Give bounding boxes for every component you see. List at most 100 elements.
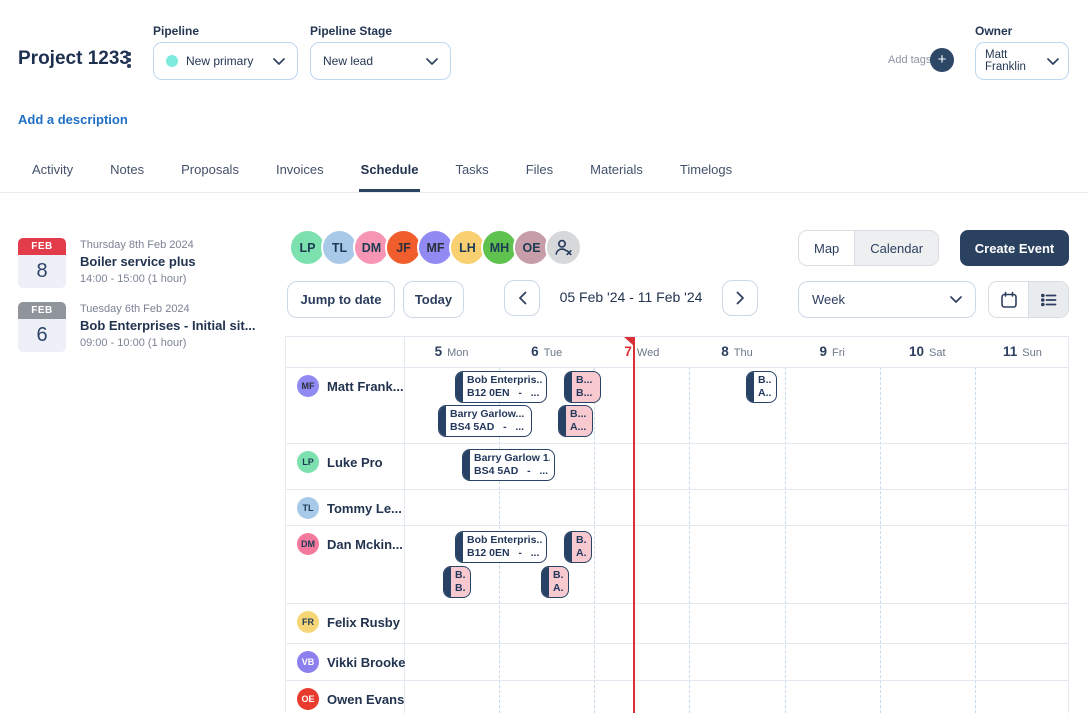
resource-name: Luke Pro <box>327 454 383 470</box>
next-week-button[interactable] <box>722 280 758 316</box>
resource-name: Matt Frank... <box>327 378 404 394</box>
tab-tasks[interactable]: Tasks <box>455 162 489 177</box>
date-card: FEB 6 <box>18 302 66 352</box>
pipeline-stage-select[interactable]: New lead <box>310 42 451 80</box>
period-select[interactable]: Week <box>798 281 976 318</box>
tab-invoices[interactable]: Invoices <box>275 162 324 177</box>
owner-value: Matt Franklin <box>985 49 1026 73</box>
current-time-marker <box>624 337 634 346</box>
team-avatar-mf[interactable]: MF <box>417 229 454 266</box>
resource-row-dan-mckin: DM Dan Mckin... <box>297 533 403 555</box>
date-card-month: FEB <box>18 238 66 255</box>
create-event-button[interactable]: Create Event <box>960 230 1069 266</box>
tab-timelogs[interactable]: Timelogs <box>679 162 733 177</box>
resource-avatar: MF <box>297 375 319 397</box>
event-subtitle: B... <box>455 582 466 594</box>
resource-name: Vikki Brooke <box>327 654 406 670</box>
schedule-list-item[interactable]: FEB 6 Tuesday 6th Feb 2024 Bob Enterprises … <box>18 302 276 352</box>
day-name: Sat <box>929 347 946 359</box>
day-number: 8 <box>721 344 729 359</box>
schedule-item-date: Thursday 8th Feb 2024 <box>80 239 194 251</box>
chevron-right-icon <box>736 291 744 305</box>
day-name: Thu <box>733 347 753 359</box>
tab-materials[interactable]: Materials <box>590 162 643 177</box>
tab-proposals[interactable]: Proposals <box>181 162 239 177</box>
event-chip[interactable]: Bob Enterpris... B12 0EN - ... <box>455 531 547 563</box>
tab-notes[interactable]: Notes <box>110 162 145 177</box>
resource-avatar: VB <box>297 651 319 673</box>
resource-name: Owen Evans <box>327 691 405 707</box>
team-avatar-lh[interactable]: LH <box>449 229 486 266</box>
day-name: Wed <box>636 347 660 359</box>
map-view-button[interactable]: Map <box>814 240 840 256</box>
jump-to-date-button[interactable]: Jump to date <box>287 281 395 318</box>
event-subtitle: A... <box>553 582 564 594</box>
kebab-menu-icon[interactable] <box>122 51 136 69</box>
event-chip[interactable]: B...A... <box>541 566 569 598</box>
event-title: Barry Garlow 1... <box>474 452 550 464</box>
week-calendar-grid: 5 Mon 6 Tue 7 Wed 8 Thu 9 Fri 10 Sat 11 Sun MF Matt Fra… <box>285 336 1069 713</box>
add-description-link[interactable]: Add a description <box>18 112 128 127</box>
day-number: 9 <box>819 344 827 359</box>
add-tags-label: Add tags <box>888 54 932 66</box>
owner-label: Owner <box>975 24 1013 38</box>
day-column-divider <box>974 367 976 713</box>
event-chip[interactable]: B...A... <box>558 405 593 437</box>
calendar-icon <box>1000 291 1017 308</box>
resource-row-matt-frank: MF Matt Frank... <box>297 375 404 397</box>
tab-schedule[interactable]: Schedule <box>358 160 421 192</box>
resource-row-luke-pro: LP Luke Pro <box>297 451 383 473</box>
pipeline-select[interactable]: New primary <box>153 42 298 80</box>
tab-activity[interactable]: Activity <box>32 162 74 177</box>
day-column-divider <box>784 367 786 713</box>
chevron-down-icon <box>950 296 962 303</box>
date-card: FEB 8 <box>18 238 66 288</box>
list-view-button[interactable] <box>1028 282 1068 317</box>
day-header-tue: 6 Tue <box>499 344 594 362</box>
layout-toggle <box>988 281 1069 318</box>
chevron-left-icon <box>518 291 526 305</box>
resource-avatar: LP <box>297 451 319 473</box>
calendar-view-button[interactable]: Calendar <box>854 231 939 265</box>
schedule-list-item[interactable]: FEB 8 Thursday 8th Feb 2024 Boiler service … <box>18 238 276 288</box>
event-chip[interactable]: B...B... <box>564 371 601 403</box>
team-avatar-dm[interactable]: DM <box>353 229 390 266</box>
day-name: Mon <box>447 347 469 359</box>
schedule-item-title: Boiler service plus <box>80 254 196 269</box>
event-chip[interactable]: Barry Garlow... BS4 5AD - ... <box>438 405 532 437</box>
today-button[interactable]: Today <box>403 281 464 318</box>
day-number: 10 <box>909 344 925 359</box>
schedule-item-text: Thursday 8th Feb 2024 Boiler service plus… <box>80 238 196 288</box>
tab-files[interactable]: Files <box>525 162 554 177</box>
date-card-day: 6 <box>18 319 66 352</box>
team-avatar-lp[interactable]: LP <box>289 229 326 266</box>
resource-avatar: FR <box>297 611 319 633</box>
list-icon <box>1040 293 1056 306</box>
event-title: B... <box>576 374 593 386</box>
event-chip[interactable]: Bob Enterpris... B12 0EN - ... <box>455 371 547 403</box>
event-chip[interactable]: Barry Garlow 1... BS4 5AD - ... <box>462 449 555 481</box>
pipeline-stage-label: Pipeline Stage <box>310 24 393 38</box>
previous-week-button[interactable] <box>504 280 540 316</box>
add-tag-button[interactable]: + <box>930 48 954 72</box>
schedule-item-title: Bob Enterprises - Initial sit... <box>80 318 256 333</box>
event-title: B... <box>553 569 564 581</box>
event-subtitle: BS4 5AD - ... <box>474 465 549 477</box>
day-number: 7 <box>624 344 632 359</box>
event-title: B... <box>576 534 587 546</box>
day-header-fri: 9 Fri <box>785 344 880 362</box>
event-chip[interactable]: B...A... <box>564 531 592 563</box>
day-header-thu: 8 Thu <box>689 344 784 362</box>
day-header-sun: 11 Sun <box>975 344 1070 362</box>
owner-select[interactable]: Matt Franklin <box>975 42 1069 80</box>
deselect-user-button[interactable] <box>545 229 582 266</box>
schedule-item-date: Tuesday 6th Feb 2024 <box>80 303 190 315</box>
resource-name: Dan Mckin... <box>327 536 403 552</box>
chevron-down-icon <box>1047 57 1059 65</box>
period-value: Week <box>812 292 845 307</box>
pipeline-color-dot <box>166 55 178 67</box>
event-chip[interactable]: B...A... <box>746 371 777 403</box>
event-chip[interactable]: B...B... <box>443 566 471 598</box>
day-number: 5 <box>434 344 443 359</box>
grid-view-button[interactable] <box>989 282 1028 317</box>
